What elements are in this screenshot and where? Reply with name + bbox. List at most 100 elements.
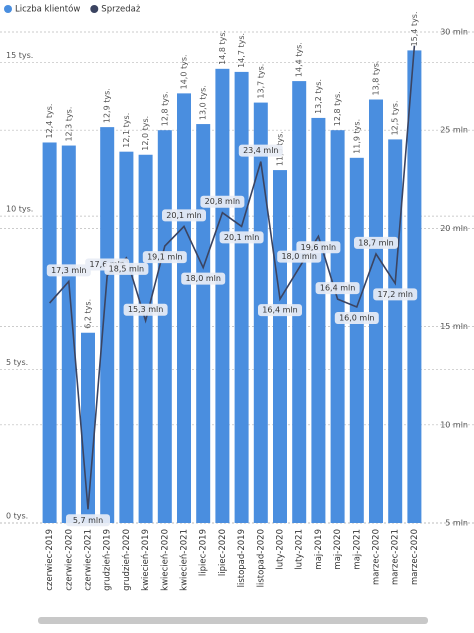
line-label-text: 16,4 mln: [320, 284, 355, 293]
y2-tick-label: 30 mln: [440, 28, 468, 37]
x-tick-label: kwiecień-2021: [180, 529, 190, 591]
x-tick-label: maj-2019: [314, 529, 324, 570]
line-label: 18,0 mln: [181, 272, 226, 285]
bar-label: 15,4 tys.: [410, 11, 419, 46]
line-label-box: [258, 304, 302, 317]
bar: [330, 130, 345, 523]
line-label: 16,4 mln: [258, 304, 302, 317]
x-tick-label: maj-2020: [333, 529, 343, 570]
x-tick-label: czerwiec-2020: [64, 529, 74, 591]
x-tick-label: listopad-2019: [237, 529, 247, 587]
legend-marker: [90, 5, 99, 13]
line-label: 5,7 mln: [66, 514, 110, 527]
line-label: 18,5 mln: [104, 262, 149, 275]
x-tick-label: luty-2020: [276, 529, 286, 570]
x-tick-label: lipiec-2019: [199, 529, 209, 576]
line-label-box: [200, 195, 245, 208]
bar-label: 14,7 tys.: [237, 33, 246, 68]
bar-label: 6,2 tys.: [84, 299, 93, 329]
y2-tick-label: 25 mln: [440, 126, 468, 135]
x-tick-label: czerwiec-2019: [45, 529, 55, 591]
line-label-text: 19,1 mln: [147, 253, 182, 262]
bar: [177, 93, 191, 523]
bar-label: 12,8 tys.: [160, 91, 169, 126]
line-label-box: [142, 251, 187, 264]
line-label: 16,0 mln: [334, 311, 379, 324]
line-label: 19,6 mln: [296, 241, 341, 254]
line-label-box: [373, 288, 418, 301]
line-label: 19,1 mln: [142, 251, 187, 264]
line-label-box: [46, 264, 91, 277]
line-label-box: [219, 231, 264, 244]
line-label: 17,2 mln: [373, 288, 418, 301]
line-label-box: [354, 236, 398, 249]
bar: [138, 154, 153, 523]
y-tick-label: 10 tys.: [6, 205, 33, 214]
bar: [196, 124, 211, 523]
x-tick-label: marzec-2020: [410, 529, 420, 585]
y2-tick-label: 15 mln: [440, 322, 468, 331]
bar-label: 11,9 tys.: [352, 119, 361, 154]
scrollbar[interactable]: [38, 617, 428, 624]
bar-label: 13,8 tys.: [372, 61, 381, 96]
x-tick-label: luty-2021: [295, 529, 305, 570]
bar: [349, 157, 364, 523]
line-label-text: 18,5 mln: [109, 264, 144, 273]
bar-label: 12,9 tys.: [103, 88, 112, 123]
line-label-box: [104, 262, 149, 275]
bar: [42, 142, 57, 523]
bar: [311, 117, 326, 524]
bar: [388, 139, 403, 523]
x-tick-label: marzec-2021: [391, 529, 401, 585]
x-tick-label: listopad-2020: [256, 529, 266, 587]
bar-label: 13,0 tys.: [199, 85, 208, 120]
line-label-box: [66, 514, 110, 527]
x-tick-label: marzec-2020: [372, 529, 382, 585]
bar: [273, 170, 287, 523]
line-label-text: 17,3 mln: [51, 266, 86, 275]
line-label: 18,0 mln: [277, 250, 322, 263]
line-label-text: 18,0 mln: [281, 252, 316, 261]
line-label-text: 5,7 mln: [73, 516, 103, 525]
legend-label: Sprzedaż: [101, 5, 141, 15]
bar-label: 14,8 tys.: [218, 30, 227, 65]
bar-label: 14,0 tys.: [180, 54, 189, 89]
line-label-text: 16,4 mln: [262, 306, 297, 315]
bar: [369, 99, 383, 523]
line-label: 20,8 mln: [200, 195, 245, 208]
line-label-text: 20,1 mln: [224, 233, 259, 242]
line-label: 18,7 mln: [354, 236, 398, 249]
line-label-box: [334, 311, 379, 324]
line-label-box: [181, 272, 226, 285]
line-label-box: [277, 250, 322, 263]
x-tick-label: kwiecień-2019: [141, 529, 151, 591]
legend-label: Liczba klientów: [15, 4, 80, 15]
bar-label: 12,0 tys.: [141, 116, 150, 151]
y-tick-label: 5 tys.: [6, 358, 28, 367]
bar-label: 13,2 tys.: [314, 79, 323, 114]
bar: [292, 81, 307, 523]
bar: [407, 50, 422, 523]
bar-label: 12,3 tys.: [64, 107, 73, 142]
line-label-box: [238, 144, 283, 157]
legend-marker: [4, 5, 12, 13]
line-label: 17,3 mln: [46, 264, 91, 277]
y-tick-label: 0 tys.: [6, 512, 28, 521]
line-label: 20,1 mln: [219, 231, 264, 244]
y2-tick-label: 10 mln: [440, 420, 468, 429]
line-label: 16,4 mln: [315, 282, 360, 295]
bar-label: 12,1 tys.: [122, 113, 131, 148]
y-tick-label: 15 tys.: [6, 51, 33, 60]
x-tick-label: grudzień-2020: [122, 529, 132, 591]
line-label: 20,1 mln: [162, 209, 206, 222]
line-label-text: 15,3 mln: [128, 305, 163, 314]
bar-label: 12,5 tys.: [391, 100, 400, 135]
y2-tick-label: 5 mln: [445, 519, 468, 528]
bar: [81, 332, 95, 523]
line-label-text: 19,6 mln: [301, 243, 336, 252]
line-label: 15,3 mln: [123, 303, 168, 316]
line-label-text: 16,0 mln: [339, 313, 374, 322]
line-label-text: 23,4 mln: [243, 146, 278, 155]
